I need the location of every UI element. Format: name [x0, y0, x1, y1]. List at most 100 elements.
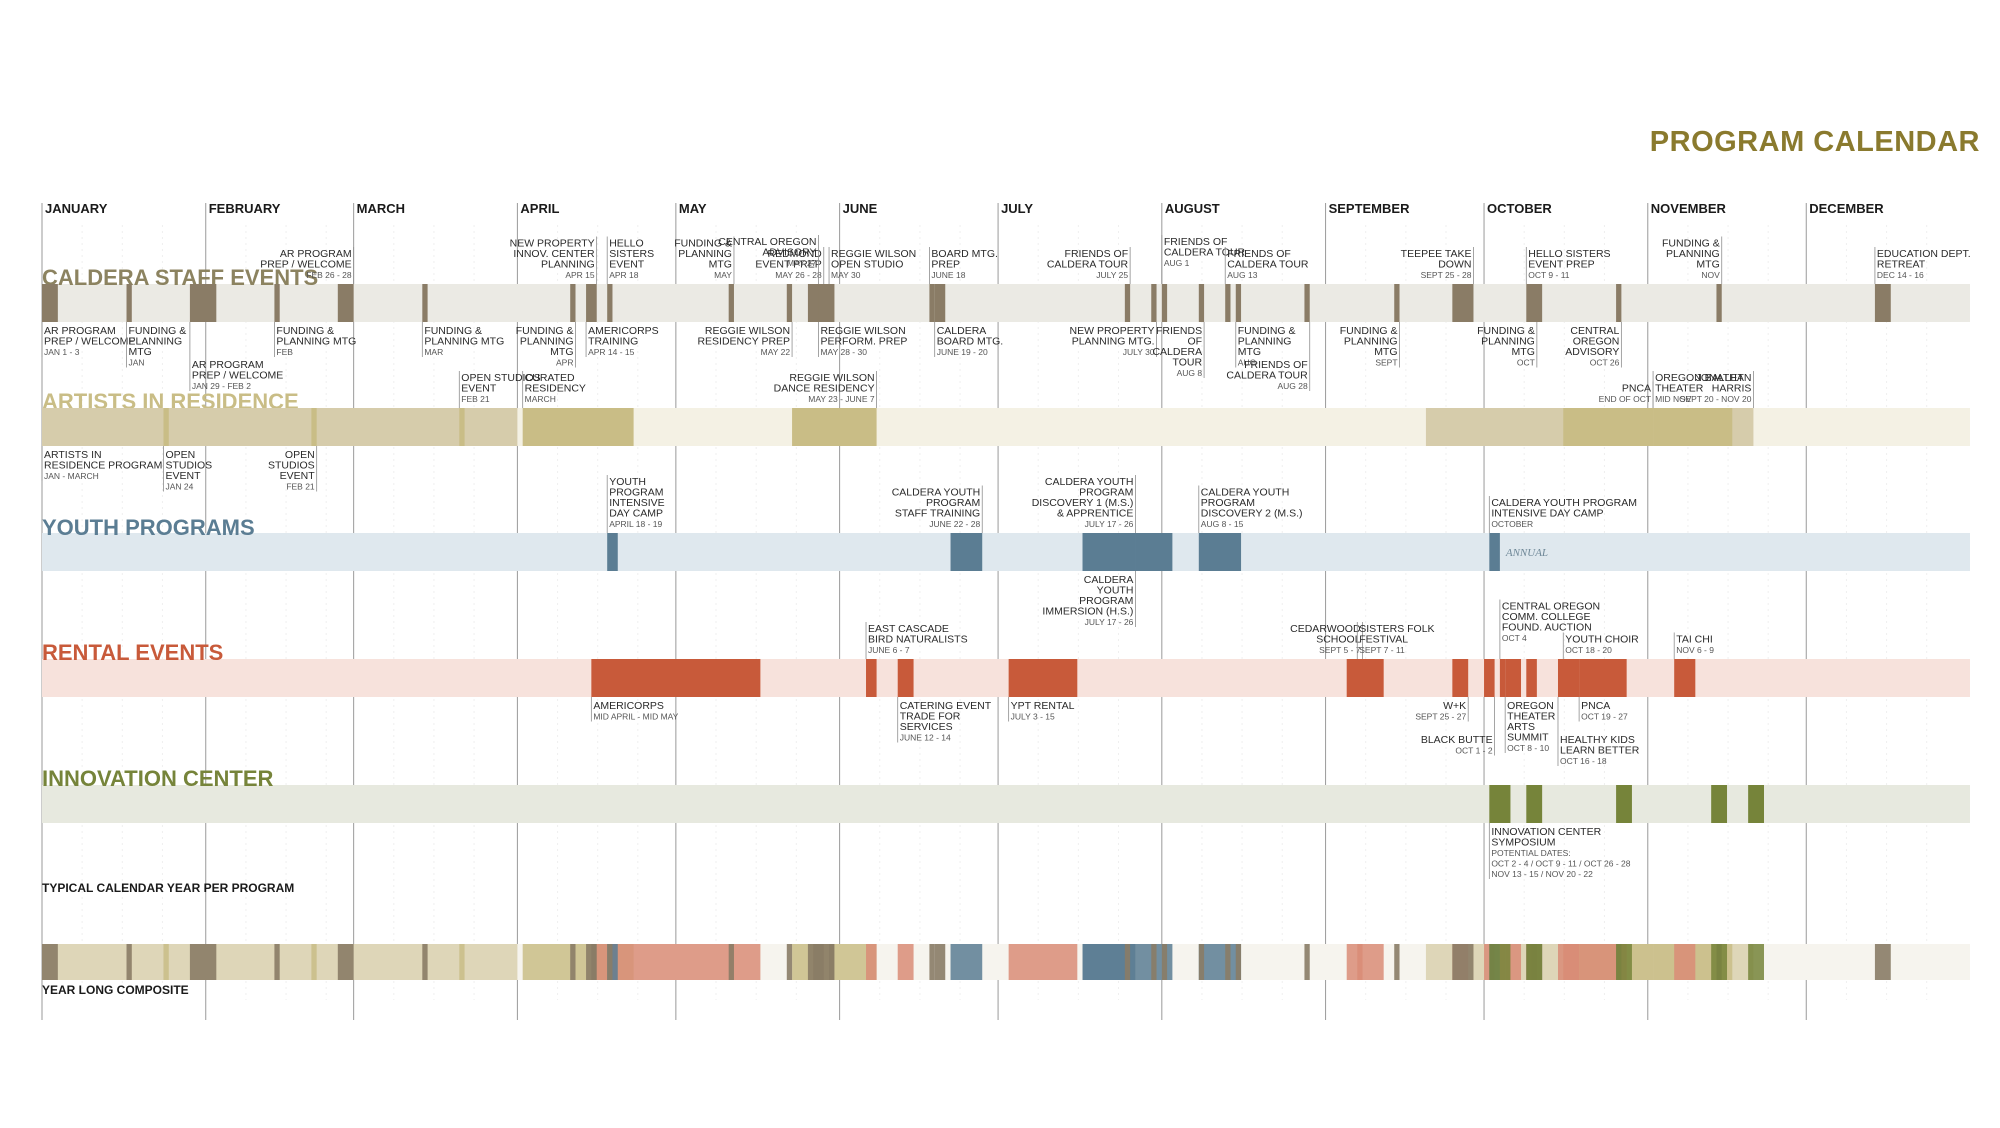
artists-event-bar [792, 408, 877, 446]
event-label: BIRD NATURALISTS [868, 634, 968, 646]
event-label: PROGRAM [1079, 487, 1133, 499]
artists-event-bar [42, 408, 518, 446]
event-label: FESTIVAL [1359, 634, 1408, 646]
month-label-february: FEBRUARY [209, 201, 281, 216]
event-label: SISTERS FOLK [1359, 623, 1434, 635]
event-date: MAY 22 [761, 347, 791, 357]
event-label: EAST CASCADE [868, 623, 949, 635]
composite-segment-staff [274, 944, 280, 980]
event-date: JUNE 18 [931, 270, 965, 280]
event-label: HELLO [609, 238, 643, 250]
staff-event-bar [934, 284, 946, 322]
event-label: IMMERSION (H.S.) [1042, 606, 1133, 618]
event-label: THEATER [1507, 711, 1556, 723]
event-label: PREP [931, 259, 960, 271]
rental-event-bar [1579, 659, 1627, 697]
rental-event-bar [866, 659, 877, 697]
composite-label: YEAR LONG COMPOSITE [42, 983, 189, 997]
event-date: OCT 9 - 11 [1528, 270, 1570, 280]
composite-segment-innovation [1711, 944, 1728, 980]
event-date: MAY 27 [787, 258, 817, 268]
event-label: CALDERA YOUTH [1201, 487, 1290, 499]
event-label: FRIENDS OF [1227, 248, 1291, 260]
composite-segment-rental [866, 944, 877, 980]
artists-event-bar [1653, 408, 1733, 446]
staff-event-bar [728, 284, 734, 322]
youth-row-title: YOUTH PROGRAMS [42, 515, 255, 540]
composite-segment-innovation [1526, 944, 1543, 980]
event-label: CATERING EVENT [900, 700, 992, 712]
event-label: FUNDING & [129, 325, 187, 337]
event-label: RESIDENCE PROGRAM [44, 460, 162, 472]
artists-event-bar [522, 408, 634, 446]
event-label: SERVICES [900, 721, 953, 733]
staff-event-bar [929, 284, 935, 322]
event-label: TOUR [1173, 357, 1203, 369]
composite-segment-rental [1008, 944, 1078, 980]
event-label: FRIENDS OF [1244, 359, 1308, 371]
innovation-event-bar [1489, 785, 1511, 823]
event-label: DANCE RESIDENCY [774, 383, 875, 395]
composite-segment-staff [829, 944, 835, 980]
event-date: SEPT [1375, 358, 1397, 368]
event-date: FEB 21 [286, 482, 315, 492]
event-date: SEPT 25 - 27 [1415, 712, 1466, 722]
event-date: JAN [129, 358, 145, 368]
event-label: FUNDING & [674, 238, 732, 250]
event-label: & APPRENTICE [1057, 508, 1133, 520]
composite-segment-staff [1452, 944, 1474, 980]
artists-event-bar [1563, 408, 1654, 446]
event-label: MTG [1238, 346, 1261, 358]
event-label: CEDARWOOD [1290, 623, 1361, 635]
composite-segment-youth [950, 944, 983, 980]
composite-segment-staff [422, 944, 428, 980]
event-label: MTG [1374, 346, 1397, 358]
month-label-june: JUNE [843, 201, 878, 216]
event-label: CURATED [525, 372, 575, 384]
event-date: MID APRIL - MID MAY [593, 712, 678, 722]
youth-event-bar [1489, 533, 1500, 571]
composite-segment-staff [1874, 944, 1891, 980]
rental-event-bar [1557, 659, 1580, 697]
event-label: PROGRAM [1201, 497, 1255, 509]
event-date: OCT 16 - 18 [1560, 756, 1607, 766]
event-label: W+K [1443, 700, 1466, 712]
event-label: NEW PROPERTY [1070, 325, 1155, 337]
event-date: JULY 17 - 26 [1085, 617, 1134, 627]
event-date: SEPT 7 - 11 [1359, 645, 1405, 655]
event-label: PERFORM. PREP [820, 336, 907, 348]
staff-event-bar [1716, 284, 1722, 322]
event-label: MTG [129, 346, 152, 358]
event-label: CENTRAL OREGON [718, 236, 816, 248]
event-label: PLANNING [1666, 248, 1720, 260]
composite-segment-rental [1557, 944, 1580, 980]
youth-event-bar [1082, 533, 1136, 571]
event-label: CALDERA YOUTH [1045, 476, 1134, 488]
event-date: JUNE 12 - 14 [900, 733, 951, 743]
event-label: SISTERS [609, 248, 654, 260]
event-date: OCTOBER [1491, 519, 1533, 529]
composite-segment-staff [1151, 944, 1157, 980]
event-label: CALDERA [1152, 346, 1202, 358]
event-date: MAY 23 - JUNE 7 [808, 394, 875, 404]
rental-band [42, 659, 1970, 697]
event-label: STAFF TRAINING [895, 508, 980, 520]
event-label: PLANNING [1344, 336, 1398, 348]
event-label: EVENT [461, 383, 497, 395]
event-label: DAY CAMP [609, 508, 663, 520]
event-label: PLANNING [541, 259, 595, 271]
event-label: CENTRAL [1570, 325, 1619, 337]
artists-event-bar [311, 408, 317, 446]
event-label: INNOV. CENTER [513, 248, 595, 260]
event-date: JULY 25 [1096, 270, 1128, 280]
month-label-march: MARCH [357, 201, 405, 216]
event-label: RESIDENCY PREP [697, 336, 790, 348]
event-label: FOUND. AUCTION [1502, 622, 1592, 634]
staff-event-bar [337, 284, 354, 322]
event-label: PREP / WELCOME [44, 336, 135, 348]
composite-segment-staff [813, 944, 819, 980]
event-label: THEATER [1655, 383, 1704, 395]
event-label: BOARD MTG. [937, 336, 1004, 348]
event-label: FUNDING & [276, 325, 334, 337]
youth-event-bar [1198, 533, 1242, 571]
